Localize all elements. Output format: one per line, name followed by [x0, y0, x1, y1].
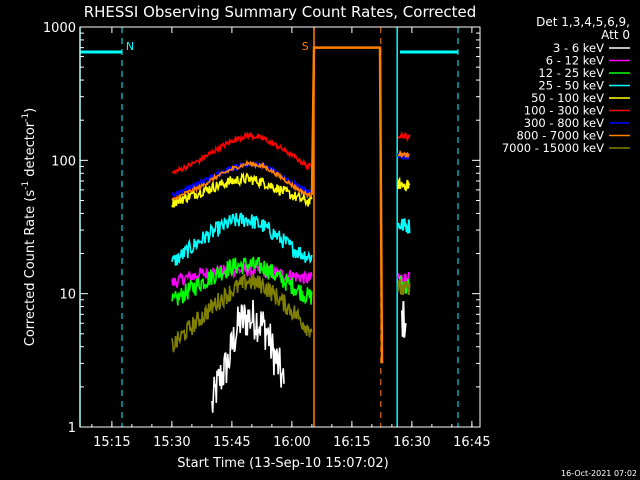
series-late-8 — [397, 279, 411, 296]
series-line-7 — [171, 159, 312, 201]
series-7 — [171, 46, 410, 364]
legend-header-2: Att 0 — [601, 28, 630, 42]
series-late-4 — [397, 176, 411, 192]
series-4 — [171, 171, 411, 208]
x-axis-label: Start Time (13-Sep-10 15:07:02) — [177, 456, 388, 471]
series-line-3 — [171, 212, 313, 266]
legend-label-2: 12 - 25 keV — [538, 66, 604, 80]
series-late-5 — [397, 130, 411, 142]
y-label-sup2: -1 — [21, 113, 31, 122]
legend-label-8: 7000 - 15000 keV — [502, 141, 604, 155]
series-0 — [211, 299, 407, 413]
series-line-5 — [172, 131, 313, 175]
x-tick-label-6: 16:45 — [453, 435, 490, 450]
y-label-end: ) — [23, 108, 38, 113]
x-tick-label-4: 16:15 — [333, 435, 370, 450]
axis-layer: 15:15 15:30 15:45 16:00 16:15 16:30 16:45 1 10 10… — [43, 21, 491, 450]
series-line-0 — [211, 299, 285, 413]
x-tick-label-3: 16:00 — [273, 435, 310, 450]
marker-S: S — [302, 40, 309, 53]
timestamp-footer: 16-Oct-2021 07:02 — [561, 469, 637, 478]
legend-label-7: 800 - 7000 keV — [516, 129, 604, 143]
series-5 — [172, 130, 411, 175]
series-3 — [171, 212, 411, 266]
legend-label-4: 50 - 100 keV — [531, 91, 604, 105]
series-8 — [171, 273, 411, 353]
series-late-7 — [398, 149, 410, 159]
y-axis-label: Corrected Count Rate (s-1 detector-1) — [21, 108, 38, 346]
plot-frame — [79, 26, 481, 428]
x-tick-label-1: 15:30 — [153, 435, 190, 450]
legend-header-1: Det 1,3,4,5,6,9, — [536, 15, 630, 29]
chart-title: RHESSI Observing Summary Count Rates, Co… — [84, 3, 477, 21]
series-line-2 — [171, 256, 313, 306]
y-label-sup1: -1 — [21, 181, 31, 190]
y-tick-label-2: 100 — [51, 154, 76, 169]
marker-N: N — [126, 40, 134, 53]
x-tick-label-5: 16:30 — [393, 435, 430, 450]
y-label-mid: detector — [23, 121, 38, 181]
series-late-3 — [397, 218, 411, 234]
y-tick-label-1: 10 — [59, 288, 76, 303]
y-tick-label-0: 1 — [68, 421, 76, 436]
legend-label-0: 3 - 6 keV — [553, 41, 604, 55]
legend-label-6: 300 - 800 keV — [524, 116, 604, 130]
series-line-4 — [171, 171, 313, 208]
y-label-main: Corrected Count Rate (s — [23, 190, 38, 347]
legend-label-5: 100 - 300 keV — [524, 104, 604, 118]
x-tick-label-2: 15:45 — [213, 435, 250, 450]
series-late-0 — [401, 301, 407, 338]
y-tick-label-3: 1000 — [43, 21, 76, 36]
series-saturation-7 — [310, 46, 384, 364]
x-tick-label-0: 15:15 — [93, 435, 130, 450]
legend-label-3: 25 - 50 keV — [538, 79, 604, 93]
legend-label-1: 6 - 12 keV — [546, 54, 604, 68]
series-line-8 — [171, 273, 313, 353]
